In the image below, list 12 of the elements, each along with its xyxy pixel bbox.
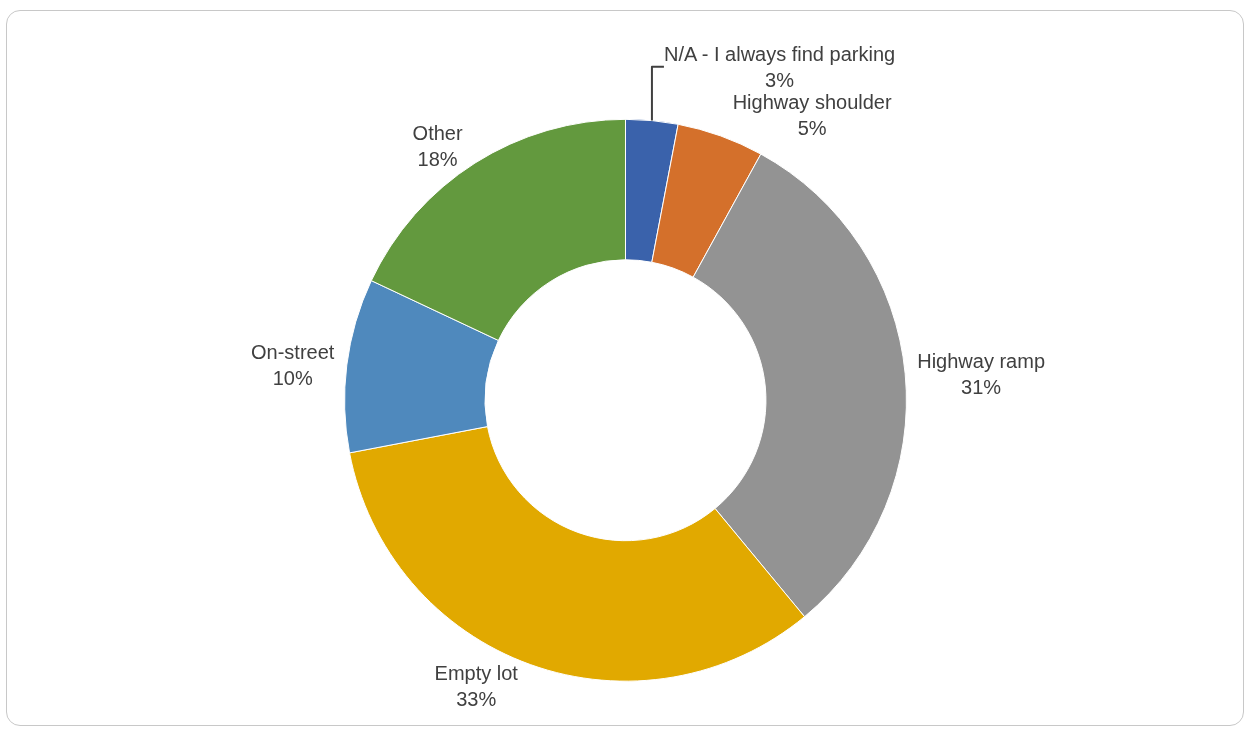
slice-label: On-street	[250, 340, 335, 363]
slice-label: Other	[412, 121, 463, 144]
data-label: 5%	[797, 116, 827, 139]
data-label: 18%	[417, 147, 458, 170]
data-label: 33%	[456, 687, 497, 710]
data-label: 10%	[272, 366, 313, 389]
data-label: 3%	[765, 68, 795, 91]
slice-label: Highway ramp	[917, 349, 1046, 372]
slice-label: Empty lot	[434, 661, 519, 684]
slice-label: N/A - I always find parking	[663, 42, 896, 65]
data-label: 31%	[961, 375, 1002, 398]
slice-label: Highway shoulder	[732, 90, 892, 113]
